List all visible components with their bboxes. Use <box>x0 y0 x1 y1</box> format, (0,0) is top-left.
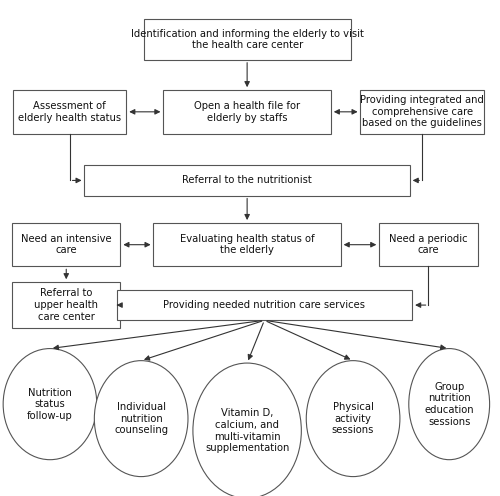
Text: Open a health file for
elderly by staffs: Open a health file for elderly by staffs <box>194 101 300 123</box>
FancyBboxPatch shape <box>116 290 412 320</box>
FancyBboxPatch shape <box>144 19 350 60</box>
Text: Referral to the nutritionist: Referral to the nutritionist <box>182 176 312 186</box>
FancyBboxPatch shape <box>154 223 341 266</box>
FancyBboxPatch shape <box>379 223 478 266</box>
Text: Providing needed nutrition care services: Providing needed nutrition care services <box>164 300 366 310</box>
Text: Providing integrated and
comprehensive care
based on the guidelines: Providing integrated and comprehensive c… <box>360 95 484 128</box>
Ellipse shape <box>193 363 302 496</box>
Text: Individual
nutrition
counseling: Individual nutrition counseling <box>114 402 168 435</box>
FancyBboxPatch shape <box>84 165 410 195</box>
Text: Need an intensive
care: Need an intensive care <box>21 234 112 255</box>
Text: Referral to
upper health
care center: Referral to upper health care center <box>34 289 98 322</box>
Ellipse shape <box>3 349 97 460</box>
Ellipse shape <box>409 349 490 460</box>
Ellipse shape <box>94 361 188 477</box>
FancyBboxPatch shape <box>164 90 331 133</box>
FancyBboxPatch shape <box>360 90 484 133</box>
FancyBboxPatch shape <box>12 282 120 328</box>
Text: Identification and informing the elderly to visit
the health care center: Identification and informing the elderly… <box>130 29 364 50</box>
Text: Assessment of
elderly health status: Assessment of elderly health status <box>18 101 122 123</box>
FancyBboxPatch shape <box>12 223 120 266</box>
Ellipse shape <box>306 361 400 477</box>
Text: Vitamin D,
calcium, and
multi-vitamin
supplementation: Vitamin D, calcium, and multi-vitamin su… <box>205 408 290 453</box>
FancyBboxPatch shape <box>13 90 126 133</box>
Text: Need a periodic
care: Need a periodic care <box>389 234 468 255</box>
Text: Evaluating health status of
the elderly: Evaluating health status of the elderly <box>180 234 314 255</box>
Text: Group
nutrition
education
sessions: Group nutrition education sessions <box>424 382 474 427</box>
Text: Physical
activity
sessions: Physical activity sessions <box>332 402 374 435</box>
Text: Nutrition
status
follow-up: Nutrition status follow-up <box>27 387 73 421</box>
